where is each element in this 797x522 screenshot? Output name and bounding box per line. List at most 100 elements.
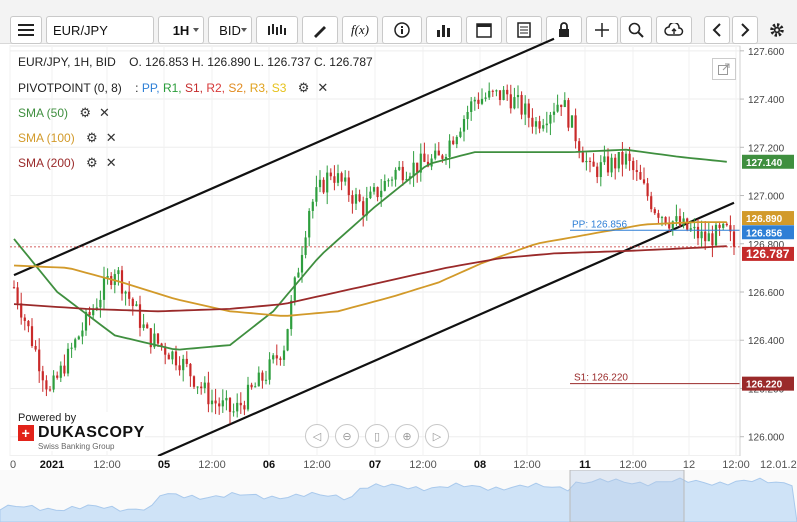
candle-body <box>617 151 620 169</box>
candle-body <box>437 150 440 156</box>
candle-body <box>549 114 552 124</box>
price-tag-3 <box>742 246 794 261</box>
candle-body <box>34 345 37 350</box>
price-tag-2 <box>742 225 794 240</box>
candle-body <box>527 103 530 118</box>
x-tick-label: 0 <box>10 459 16 471</box>
crosshair-icon[interactable] <box>586 16 618 44</box>
candle-body <box>16 287 19 304</box>
candle-body <box>81 330 84 337</box>
function-icon[interactable]: f(x) <box>342 16 378 44</box>
candle-body <box>254 386 257 388</box>
volume-bars-icon[interactable] <box>426 16 462 44</box>
candle-body <box>311 201 314 211</box>
draw-pen-icon[interactable] <box>302 16 338 44</box>
navigator-area <box>0 469 797 522</box>
candle-body <box>59 365 62 378</box>
close-icon[interactable]: ✕ <box>105 155 117 170</box>
zoom-icon[interactable] <box>620 16 652 44</box>
candle-body <box>509 94 512 109</box>
pivot-item-6: S3 <box>271 81 290 95</box>
candle-body <box>567 100 570 128</box>
close-icon[interactable]: ✕ <box>317 80 329 95</box>
reset-zoom-icon[interactable]: ▯ <box>365 424 389 448</box>
candle-body <box>588 160 592 162</box>
candle-body <box>329 172 332 177</box>
candle-body <box>538 121 541 129</box>
close-icon[interactable]: ✕ <box>99 105 110 120</box>
x-tick-label: 2021 <box>40 459 64 471</box>
gear-icon[interactable] <box>764 16 790 44</box>
candle-body <box>570 115 574 128</box>
cloud-upload-icon[interactable] <box>656 16 692 44</box>
price-type-label: BID <box>219 22 241 38</box>
calendar-icon[interactable] <box>466 16 502 44</box>
scroll-left-icon[interactable]: ◁ <box>305 424 329 448</box>
candle-body <box>196 386 199 388</box>
price-tag-label-4: 126.220 <box>746 380 783 391</box>
price-type-select[interactable]: BID <box>208 16 252 44</box>
candle-body <box>351 195 354 204</box>
symbol-select[interactable]: EUR/JPY <box>46 16 154 44</box>
candle-body <box>142 324 145 328</box>
expand-icon[interactable] <box>712 58 736 80</box>
report-icon[interactable] <box>506 16 542 44</box>
gear-icon[interactable]: ⚙ <box>86 130 98 145</box>
sma-100-legend: SMA (100) ⚙ ✕ <box>18 130 117 146</box>
timeframe-select[interactable]: 1H <box>158 16 204 44</box>
menu-icon[interactable] <box>10 16 42 44</box>
toolbar: EUR/JPY 1H BID f(x) <box>0 0 797 44</box>
candle-body <box>729 225 732 232</box>
candle-body <box>362 201 365 216</box>
x-tick-label: 12.01.2021 <box>760 459 797 471</box>
candle-body <box>390 179 394 181</box>
x-tick-label: 07 <box>369 459 381 471</box>
candle-body <box>286 329 289 351</box>
close-icon[interactable]: ✕ <box>105 130 117 145</box>
gear-icon[interactable]: ⚙ <box>79 105 92 120</box>
gear-icon[interactable]: ⚙ <box>297 80 310 95</box>
candle-body <box>171 351 174 360</box>
chevron-left-icon[interactable] <box>704 16 730 44</box>
gear-icon[interactable]: ⚙ <box>86 155 98 170</box>
chevron-right-icon[interactable] <box>732 16 758 44</box>
candle-body <box>635 170 638 173</box>
candle-body <box>455 136 458 145</box>
candle-body <box>678 216 682 226</box>
candle-body <box>27 320 30 327</box>
price-tags: 127.140 126.890 126.856 126.787 126.220 <box>742 154 794 391</box>
info-icon[interactable] <box>382 16 422 44</box>
candle-body <box>498 90 502 100</box>
navigator-window <box>569 469 685 522</box>
candle-body <box>275 355 278 359</box>
candle-body <box>372 187 376 192</box>
price-tag-label-1: 126.890 <box>746 214 783 225</box>
zoom-out-icon[interactable]: ⊖ <box>335 424 359 448</box>
y-tick-label: 126.400 <box>748 336 785 347</box>
y-tick-label: 127.400 <box>748 95 785 106</box>
candle-body <box>52 375 55 390</box>
candle-body <box>56 375 59 378</box>
candle-body <box>207 382 210 405</box>
scroll-right-icon[interactable]: ▷ <box>425 424 449 448</box>
pp-label: PP: 126.856 <box>572 219 627 230</box>
candle-body <box>297 272 300 278</box>
candle-body <box>210 400 214 405</box>
candle-body <box>84 312 88 331</box>
candle-body <box>592 161 595 167</box>
s1-label: S1: 126.220 <box>574 373 628 384</box>
candle-body <box>131 298 134 307</box>
bar-style-icon[interactable] <box>256 16 298 44</box>
candle-body <box>462 119 466 132</box>
candle-body <box>99 299 102 308</box>
brand-name: + DUKASCOPY <box>18 424 145 442</box>
brand-sub: Swiss Banking Group <box>38 442 115 451</box>
candle-body <box>153 333 156 348</box>
candle-body <box>668 223 671 229</box>
candle-body <box>124 291 127 294</box>
candle-body <box>333 176 336 183</box>
candle-body <box>621 151 624 165</box>
zoom-in-icon[interactable]: ⊕ <box>395 424 419 448</box>
trend-channel <box>13 37 735 458</box>
